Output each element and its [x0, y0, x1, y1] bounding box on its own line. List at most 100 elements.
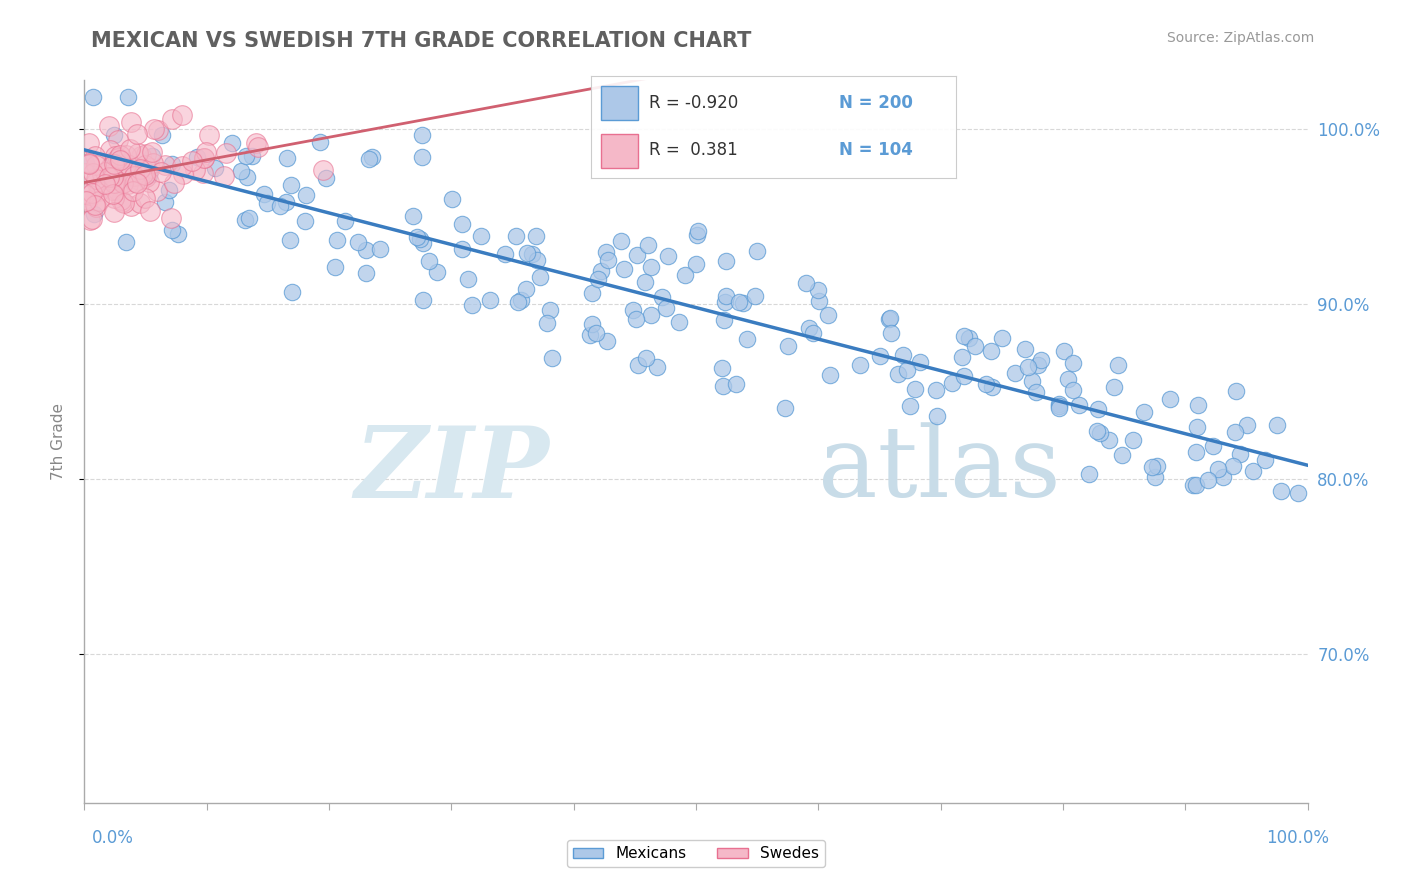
Text: R = -0.920: R = -0.920 — [650, 94, 738, 112]
Point — [1047, 399, 1070, 413]
Point — [655, 301, 678, 315]
Point — [1047, 401, 1070, 415]
Point — [186, 150, 208, 164]
Point — [84, 200, 107, 214]
Point — [418, 254, 440, 268]
Point — [172, 159, 194, 173]
Point — [233, 212, 256, 227]
Point — [120, 143, 142, 157]
Point — [799, 321, 821, 335]
Point — [354, 266, 377, 280]
Point — [159, 211, 181, 225]
Text: atlas: atlas — [818, 423, 1062, 518]
Point — [115, 148, 138, 162]
Point — [325, 233, 347, 247]
Point — [526, 253, 548, 268]
Point — [688, 224, 710, 238]
Point — [581, 286, 603, 301]
Point — [673, 268, 696, 283]
Point — [1225, 384, 1247, 398]
Point — [198, 128, 221, 142]
Point — [818, 368, 841, 383]
Point — [1122, 434, 1144, 448]
Point — [898, 399, 921, 413]
Point — [117, 178, 139, 192]
Point — [1185, 445, 1208, 459]
Point — [104, 149, 127, 163]
Point — [100, 183, 122, 197]
Point — [538, 303, 561, 318]
Point — [411, 150, 433, 164]
Bar — [602, 87, 638, 120]
Point — [710, 361, 733, 376]
Point — [120, 199, 142, 213]
Point — [97, 120, 120, 134]
Point — [974, 377, 997, 392]
Point — [347, 235, 370, 250]
Point — [887, 367, 910, 381]
Point — [107, 151, 129, 165]
Point — [796, 276, 818, 290]
Point — [953, 368, 976, 383]
Point — [409, 232, 432, 246]
Point — [135, 169, 157, 184]
Point — [75, 187, 97, 202]
Point — [245, 136, 267, 150]
Point — [494, 247, 516, 261]
Point — [685, 257, 707, 271]
Point — [645, 360, 668, 375]
Point — [117, 90, 139, 104]
Point — [141, 145, 163, 160]
Point — [114, 235, 136, 250]
Legend: Mexicans, Swedes: Mexicans, Swedes — [567, 840, 825, 867]
Point — [87, 194, 110, 208]
Point — [112, 177, 135, 191]
Point — [1004, 366, 1026, 380]
Point — [478, 293, 501, 307]
Point — [184, 163, 207, 178]
Text: 0.0%: 0.0% — [91, 829, 134, 847]
Point — [247, 140, 270, 154]
Point — [82, 166, 104, 180]
Point — [138, 175, 160, 189]
Point — [817, 309, 839, 323]
Point — [1212, 470, 1234, 484]
Point — [107, 183, 129, 197]
Point — [308, 135, 330, 149]
Point — [98, 169, 121, 184]
Point — [1241, 464, 1264, 478]
Point — [191, 166, 214, 180]
Point — [115, 167, 138, 181]
Text: MEXICAN VS SWEDISH 7TH GRADE CORRELATION CHART: MEXICAN VS SWEDISH 7TH GRADE CORRELATION… — [91, 31, 752, 51]
Point — [160, 112, 183, 126]
Point — [77, 193, 100, 207]
Point — [451, 242, 474, 256]
Point — [869, 350, 891, 364]
Point — [90, 167, 112, 181]
Point — [1062, 383, 1084, 397]
Point — [149, 165, 172, 179]
Point — [238, 211, 260, 225]
Point — [150, 128, 173, 142]
Point — [1025, 385, 1047, 400]
Point — [323, 260, 346, 274]
Point — [115, 157, 138, 171]
Point — [73, 166, 96, 180]
Point — [1017, 359, 1039, 374]
Point — [84, 149, 107, 163]
Point — [134, 190, 156, 204]
Point — [97, 180, 120, 194]
Text: N = 200: N = 200 — [839, 94, 912, 112]
Point — [621, 303, 644, 318]
Point — [1085, 425, 1108, 439]
Point — [229, 164, 252, 178]
Point — [77, 157, 100, 171]
Point — [128, 164, 150, 178]
Point — [529, 269, 551, 284]
Point — [84, 171, 107, 186]
Point — [516, 246, 538, 260]
Point — [75, 194, 97, 209]
Point — [195, 145, 218, 160]
Point — [132, 167, 155, 181]
Point — [162, 223, 184, 237]
